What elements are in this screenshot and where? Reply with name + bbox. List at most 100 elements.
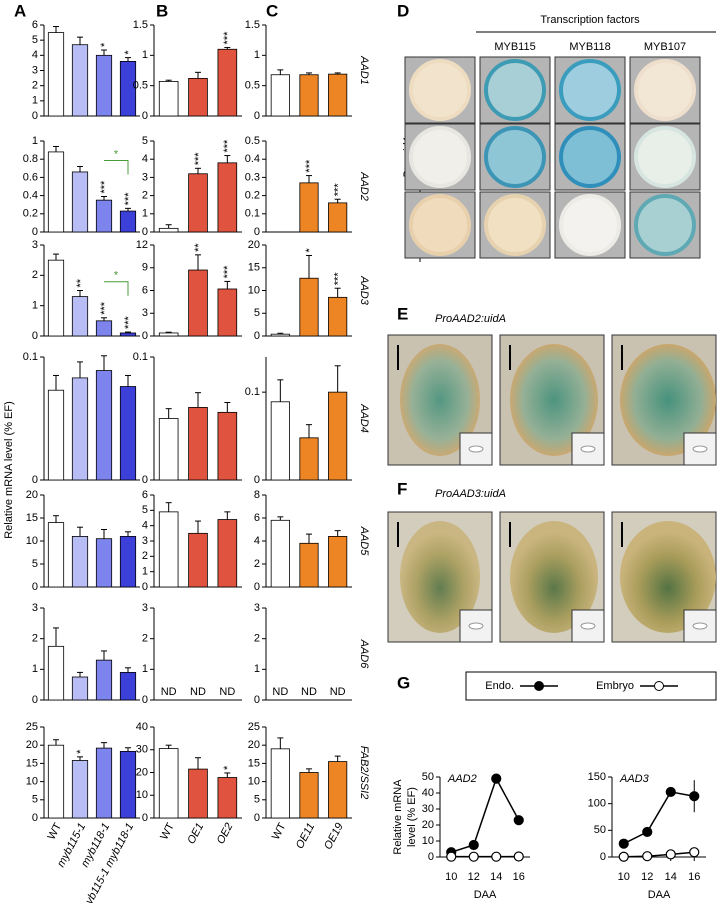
y-tick-label: 50 <box>422 771 434 783</box>
reporter-disc <box>559 194 621 256</box>
bar <box>188 768 208 819</box>
bar <box>71 296 89 337</box>
x-tick-label: WT <box>270 821 289 842</box>
significance: * <box>123 50 135 55</box>
y-tick-label: 5 <box>254 307 260 319</box>
series-line <box>623 791 695 845</box>
significance: *** <box>193 152 205 166</box>
y-tick-label: 15 <box>248 262 260 274</box>
y-tick-label: 3 <box>32 602 38 614</box>
bar <box>158 332 179 337</box>
value-label: ND <box>330 686 346 698</box>
y-tick-label: 0 <box>142 812 148 824</box>
marker <box>618 838 629 849</box>
bar <box>71 760 89 819</box>
y-tick-label: 0 <box>142 581 148 593</box>
y-tick-label: 50 <box>594 824 606 836</box>
bar <box>47 259 65 337</box>
y-tick-label: 2 <box>32 633 38 645</box>
bar <box>217 162 238 233</box>
y-tick-label: 2 <box>32 80 38 92</box>
reporter-disc <box>484 126 546 188</box>
y-tick-label: 0.8 <box>23 153 38 165</box>
inset-seed <box>468 622 484 630</box>
reporter-disc <box>484 194 546 256</box>
bar <box>270 333 290 337</box>
marker <box>491 851 502 862</box>
reporter-disc <box>634 194 696 256</box>
y-tick-label: 25 <box>248 721 260 733</box>
y-axis-label: level (% EF) <box>406 787 418 847</box>
bar <box>270 519 290 588</box>
bar <box>47 389 65 481</box>
bar <box>95 199 113 233</box>
significance: *** <box>222 31 234 45</box>
bar <box>95 320 113 337</box>
bar <box>299 74 319 117</box>
y-tick-label: 15 <box>248 757 260 769</box>
legend-label: Embryo <box>596 680 634 692</box>
y-tick-label: 1 <box>142 208 148 220</box>
y-tick-label: 20 <box>26 489 38 501</box>
y-tick-label: 5 <box>32 34 38 46</box>
seed <box>620 521 716 633</box>
y-tick-label: 2 <box>32 269 38 281</box>
bar <box>299 277 319 337</box>
panel-letter: D <box>397 1 409 20</box>
significance: * <box>304 247 316 252</box>
bar <box>299 542 319 588</box>
bar <box>95 370 113 481</box>
x-tick-label: OE19 <box>322 821 346 851</box>
panel-letter: A <box>14 1 26 20</box>
reporter-disc <box>409 59 471 121</box>
bracket-label: * <box>114 270 119 282</box>
bar <box>71 44 89 117</box>
inset-seed <box>692 622 708 630</box>
panel-letter: G <box>397 673 410 692</box>
y-tick-label: 10 <box>136 789 148 801</box>
column-header: MYB118 <box>569 41 610 53</box>
bar <box>95 747 113 819</box>
y-tick-label: 0.5 <box>245 80 260 92</box>
bar <box>328 536 348 588</box>
bar <box>217 48 238 117</box>
bar <box>119 210 137 233</box>
panel-title: ProAAD2:uidA <box>435 313 506 325</box>
significance: *** <box>333 183 345 197</box>
gene-label: AAD1 <box>358 55 370 85</box>
chart-title: AAD3 <box>619 773 650 785</box>
reporter-disc <box>559 126 621 188</box>
significance: *** <box>99 301 111 315</box>
x-tick-label: OE2 <box>215 821 236 846</box>
bar <box>158 418 179 481</box>
y-tick-label: 20 <box>248 239 260 251</box>
y-tick-label: 1 <box>32 300 38 312</box>
value-label: ND <box>161 686 177 698</box>
y-tick-label: 3 <box>254 602 260 614</box>
bar <box>119 750 137 819</box>
y-tick-label: 0 <box>32 581 38 593</box>
gene-label: FAB2/SSI2 <box>358 746 370 800</box>
y-tick-label: 30 <box>422 803 434 815</box>
panel-letter: C <box>266 1 278 20</box>
bar <box>119 61 137 117</box>
significance: * <box>75 749 87 754</box>
y-tick-label: 1.5 <box>245 19 260 31</box>
column-header: MYB115 <box>494 41 535 53</box>
y-tick-label: 20 <box>136 766 148 778</box>
y-tick-label: 1 <box>32 663 38 675</box>
bar <box>47 32 65 117</box>
y-tick-label: 12 <box>136 239 148 251</box>
column-header: MYB107 <box>644 41 686 53</box>
marker <box>689 847 700 858</box>
y-tick-label: 40 <box>422 787 434 799</box>
y-tick-label: 2 <box>142 550 148 562</box>
reporter-disc <box>409 126 471 188</box>
significance: * <box>222 765 234 770</box>
y-tick-label: 0 <box>600 851 606 863</box>
y-tick-label: 0 <box>32 474 38 486</box>
series-line <box>623 851 695 858</box>
bar <box>47 522 65 588</box>
y-tick-label: 1 <box>142 49 148 61</box>
